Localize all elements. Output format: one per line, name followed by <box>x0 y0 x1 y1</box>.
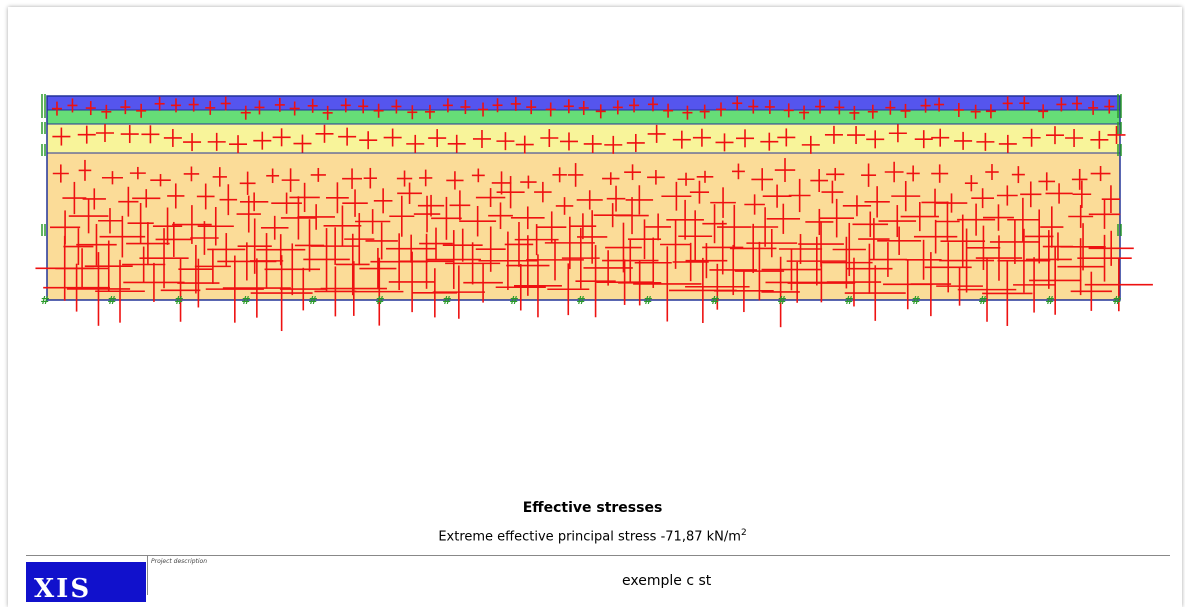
soil-layer-3 <box>47 124 1120 153</box>
bottom-fixity-25: # <box>978 294 987 307</box>
bottom-fixity-21: # <box>710 294 719 307</box>
plot-subtitle-text: Extreme effective principal stress -71,8… <box>438 529 741 545</box>
bottom-fixity-18: # <box>509 294 518 307</box>
bottom-fixity-11: # <box>40 294 49 307</box>
bottom-fixity-23: # <box>844 294 853 307</box>
footer-divider <box>26 555 1170 556</box>
stress-plot: # # # # # # # # # # # # # # # # # <box>35 94 1153 332</box>
footer-column-divider <box>147 555 148 595</box>
bottom-fixity-14: # <box>241 294 250 307</box>
plot-title: Effective stresses <box>522 500 663 516</box>
bottom-fixity-27: # <box>1112 294 1121 307</box>
model-boundary <box>46 95 1121 301</box>
bottom-fixity-16: # <box>375 294 384 307</box>
project-description-label: Project description <box>151 558 208 565</box>
bottom-fixity-24: # <box>911 294 920 307</box>
bottom-fixity-26: # <box>1045 294 1054 307</box>
project-name: exemple c st <box>622 573 712 589</box>
bottom-fixity-12: # <box>107 294 116 307</box>
bottom-fixity-19: # <box>576 294 585 307</box>
company-logo: XIS <box>26 562 146 602</box>
bottom-fixity-15: # <box>308 294 317 307</box>
unit-exponent: 2 <box>740 528 747 538</box>
logo-text: XIS <box>34 574 92 602</box>
bottom-fixity-13: # <box>174 294 183 307</box>
bottom-fixity-20: # <box>643 294 652 307</box>
plot-subtitle: Extreme effective principal stress -71,8… <box>0 528 1185 544</box>
bottom-fixity-22: # <box>777 294 786 307</box>
bottom-fixity-17: # <box>442 294 451 307</box>
